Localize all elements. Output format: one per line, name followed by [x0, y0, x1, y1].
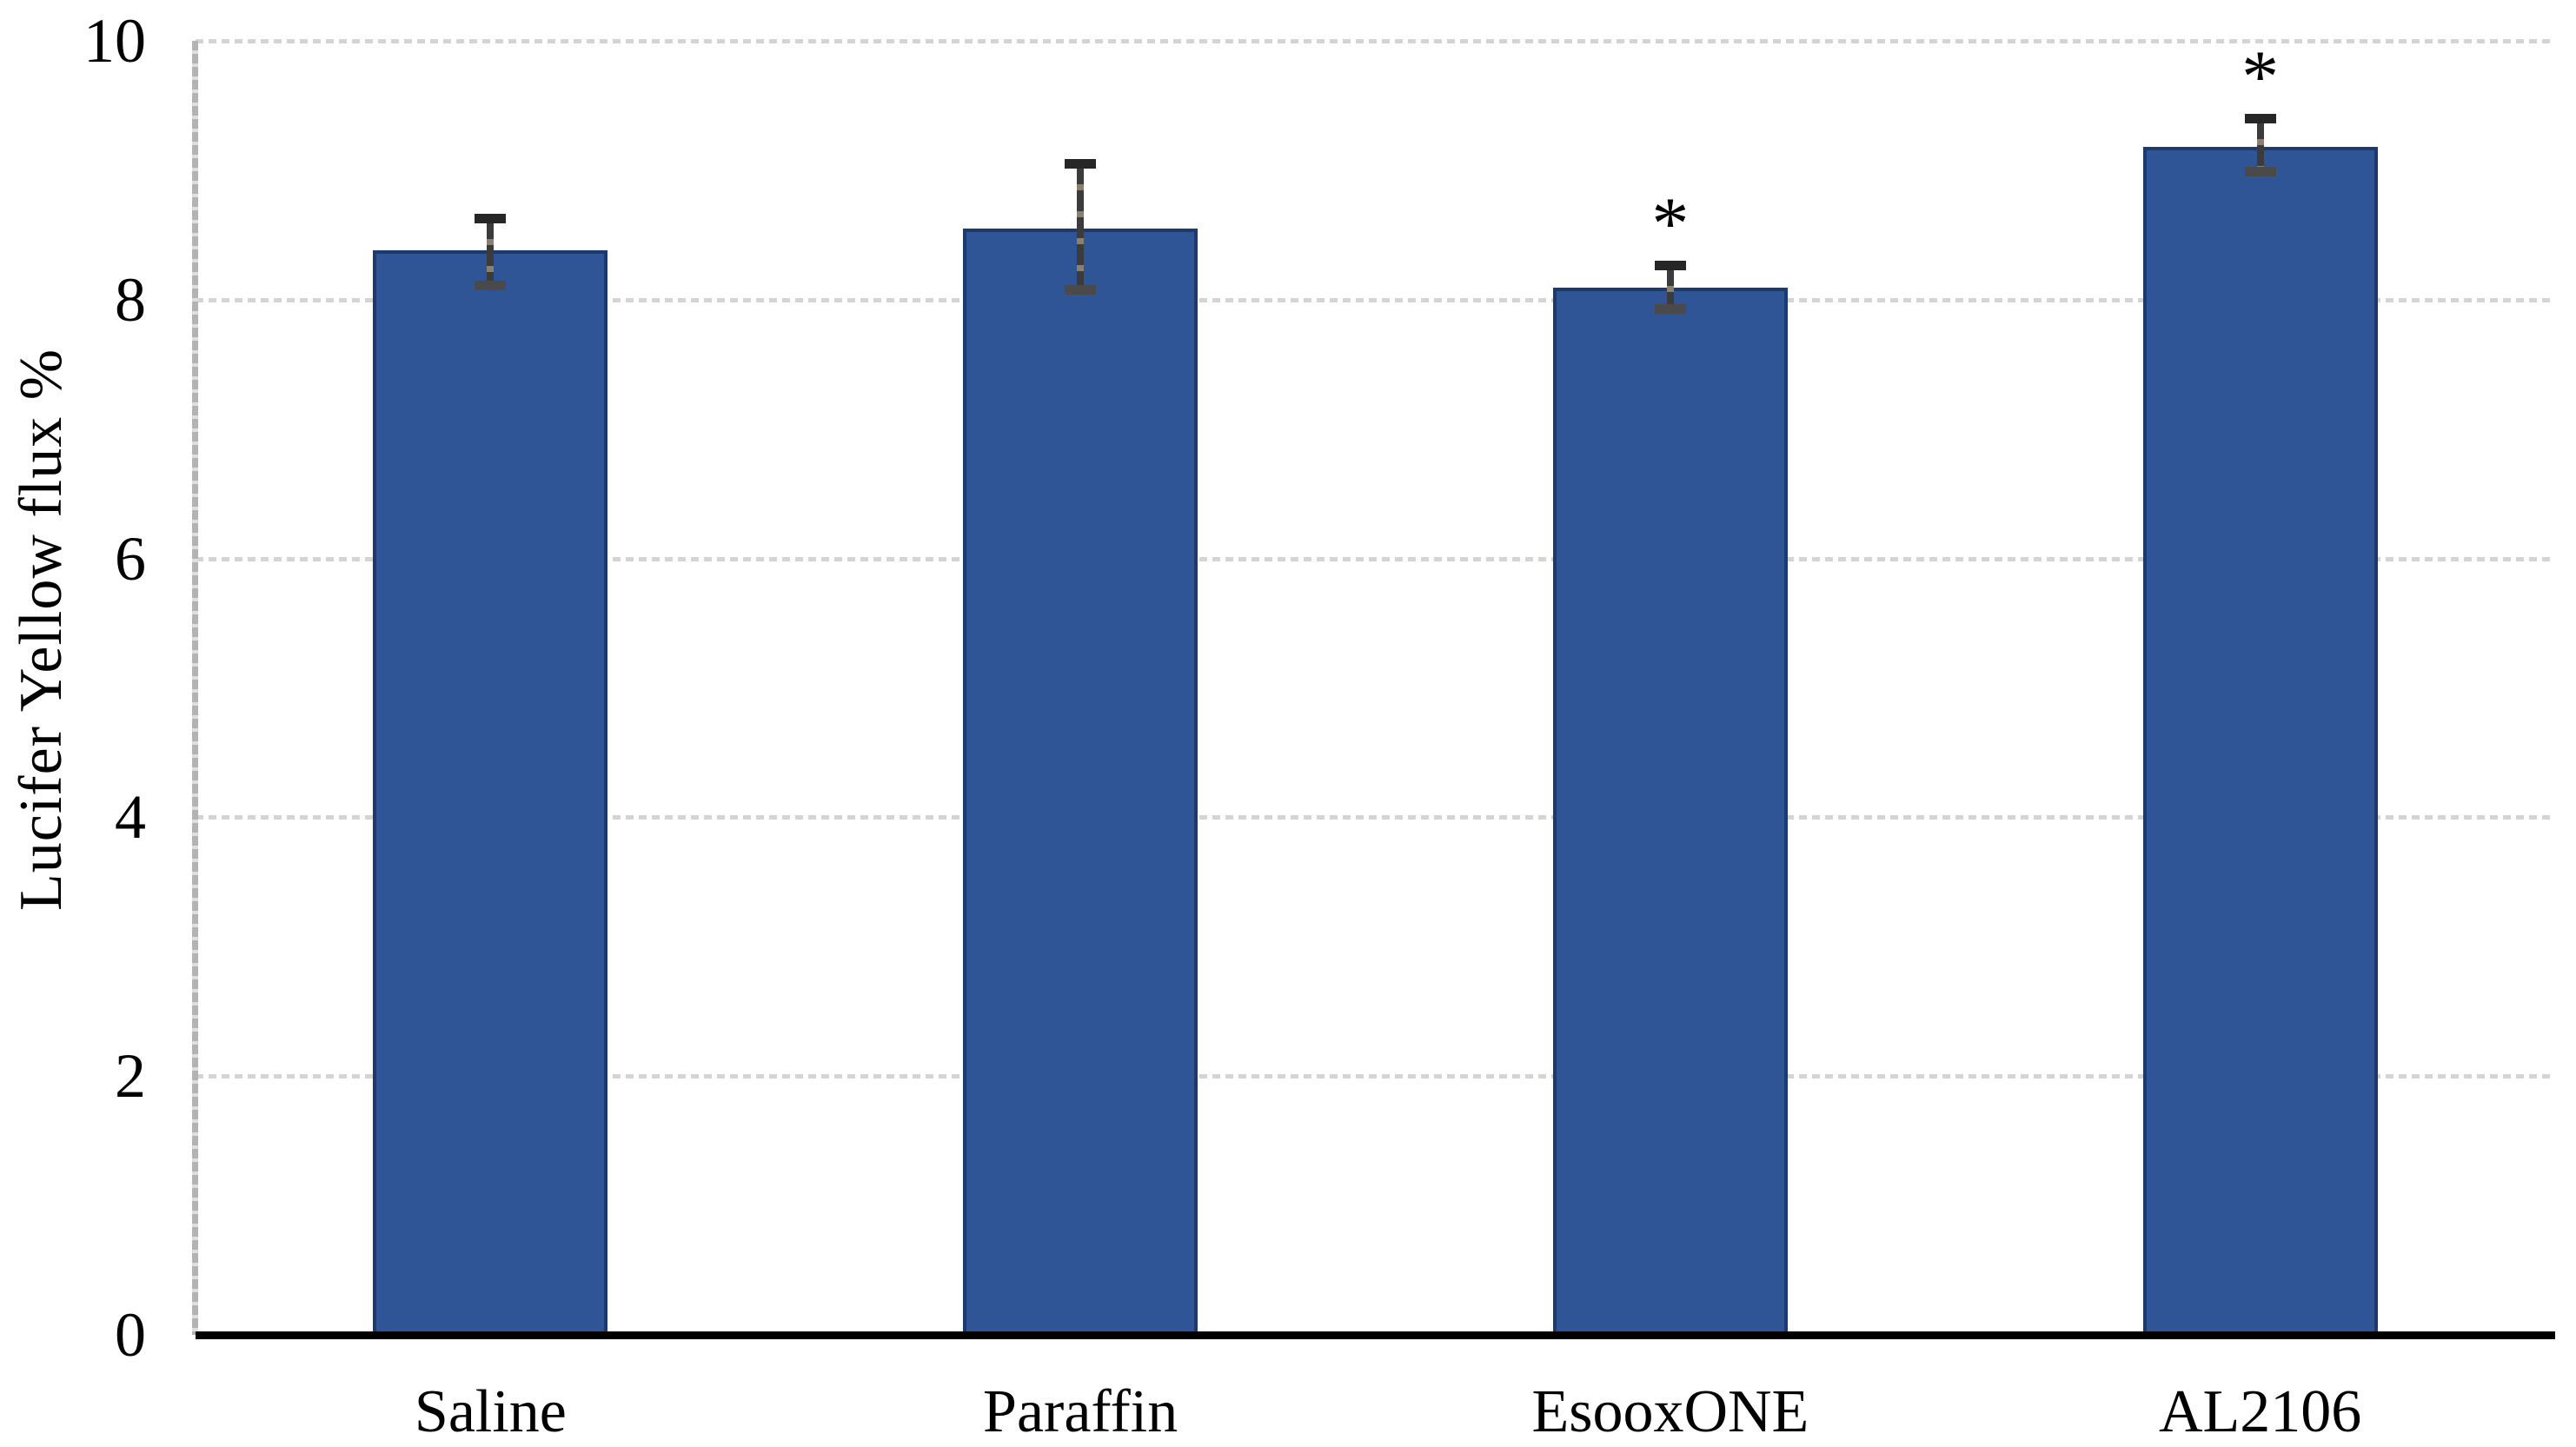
y-axis-line [192, 41, 198, 1335]
error-bar-esooxone [1666, 264, 1674, 309]
bar-saline [373, 250, 608, 1331]
error-bar-saline [487, 217, 495, 286]
gridline-4 [196, 815, 2555, 820]
x-category-label-esooxone: EsooxONE [1531, 1378, 1809, 1445]
bar-al2106 [2142, 147, 2378, 1331]
error-bar-cap-top [2244, 114, 2276, 124]
y-tick-label-4: 4 [115, 782, 146, 853]
error-bar-cap-bottom [2244, 167, 2276, 177]
y-tick-label-8: 8 [115, 264, 146, 335]
error-bar-cap-top [1654, 260, 1686, 270]
error-bar-cap-bottom [1065, 284, 1097, 295]
gridline-10 [196, 39, 2555, 43]
error-bar-al2106 [2256, 118, 2264, 172]
x-axis-line [196, 1331, 2555, 1339]
y-tick-label-10: 10 [83, 6, 146, 76]
error-bar-paraffin [1077, 163, 1085, 289]
x-category-label-saline: Saline [414, 1378, 567, 1445]
error-bar-cap-top [475, 213, 507, 223]
bar-esooxone [1552, 288, 1788, 1331]
error-bar-cap-bottom [1654, 304, 1686, 315]
y-tick-label-0: 0 [115, 1300, 146, 1370]
error-bar-cap-bottom [475, 281, 507, 291]
error-bar-cap-top [1065, 159, 1097, 169]
significance-asterisk-esooxone: * [1651, 181, 1690, 265]
gridline-8 [196, 297, 2555, 302]
x-category-label-paraffin: Paraffin [983, 1378, 1178, 1445]
gridline-6 [196, 556, 2555, 561]
x-category-label-al2106: AL2106 [2158, 1378, 2362, 1445]
y-tick-label-2: 2 [115, 1041, 146, 1112]
bar-paraffin [963, 228, 1198, 1331]
gridline-2 [196, 1074, 2555, 1079]
y-tick-label-6: 6 [115, 523, 146, 594]
significance-asterisk-al2106: * [2241, 35, 2280, 119]
